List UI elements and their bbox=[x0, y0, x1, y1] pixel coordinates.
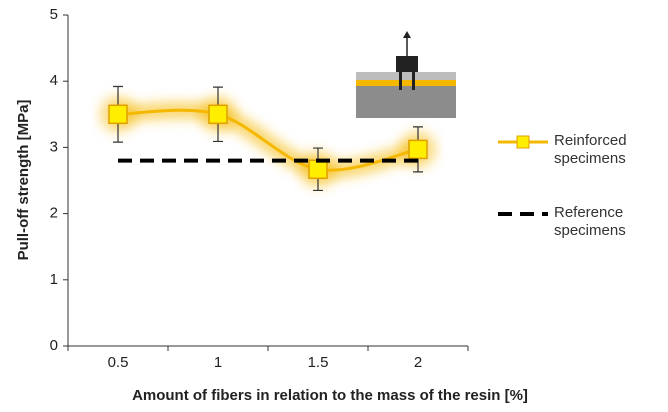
y-tick-label: 3 bbox=[50, 138, 58, 155]
legend-label: Reference specimens bbox=[554, 204, 626, 239]
x-tick-label: 2 bbox=[414, 354, 422, 371]
y-tick-label: 1 bbox=[50, 271, 58, 288]
x-axis-title: Amount of fibers in relation to the mass… bbox=[132, 387, 528, 404]
marker bbox=[308, 159, 328, 179]
legend-swatch bbox=[498, 204, 548, 224]
legend-swatch bbox=[498, 132, 548, 152]
y-tick-label: 2 bbox=[50, 205, 58, 222]
x-tick-label: 0.5 bbox=[108, 354, 129, 371]
x-tick-label: 1.5 bbox=[308, 354, 329, 371]
y-tick-label: 5 bbox=[50, 6, 58, 23]
series-line bbox=[117, 108, 419, 172]
inset-icon bbox=[356, 31, 456, 118]
x-tick-label: 1 bbox=[214, 354, 222, 371]
marker bbox=[108, 104, 128, 125]
legend-item: Reference specimens bbox=[498, 204, 649, 240]
y-axis-title: Pull-off strength [MPa] bbox=[15, 100, 32, 261]
legend-item: Reinforced specimens bbox=[498, 132, 649, 168]
marker bbox=[208, 104, 228, 125]
marker bbox=[408, 139, 428, 160]
y-tick-label: 4 bbox=[50, 72, 58, 89]
y-tick-label: 0 bbox=[50, 337, 58, 354]
legend-label: Reinforced specimens bbox=[554, 132, 627, 167]
